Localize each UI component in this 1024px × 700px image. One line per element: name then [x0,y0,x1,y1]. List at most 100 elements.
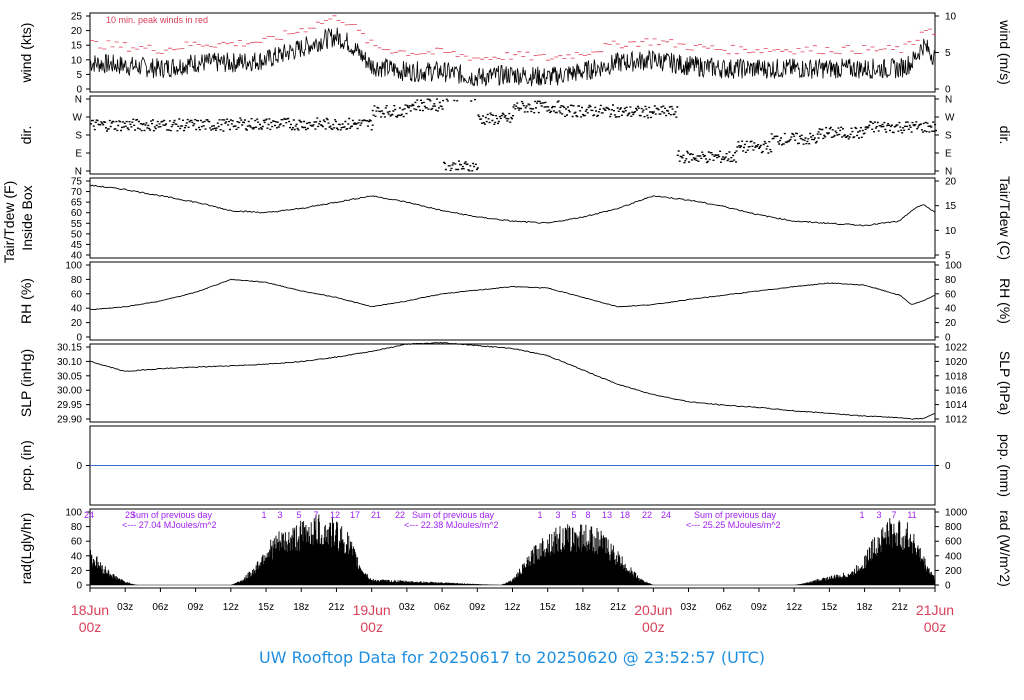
wind-direction-marks [90,98,937,172]
right-tick-label-rad: 200 [945,566,962,577]
rad-hour-mark: 21 [371,510,381,520]
left-tick-label-wind: 25 [71,12,83,23]
day-label-date: 19Jun [353,602,391,618]
left-tick-label-rad: 0 [76,581,82,592]
rad-hour-mark: 24 [84,510,94,520]
rad-sum-value: <--- 25.25 MJoules/m^2 [686,520,781,530]
right-tick-label-slp: 1020 [945,357,968,368]
right-tick-label-rh: 20 [945,318,957,329]
hour-tick-label: 15z [821,602,837,613]
left-tick-label-rh: 20 [71,318,83,329]
left-tick-label-rh: 60 [71,289,83,300]
hour-tick-label: 12z [504,602,520,613]
rad-hour-mark: 18 [620,510,630,520]
right-tick-label-wind: 0 [945,85,951,96]
rad-hour-mark: 1 [261,510,266,520]
left-tick-label-pcp: 0 [76,461,82,472]
left-tick-label-temp: 45 [71,240,83,251]
left-axis-title-temp: Tair/Tdew (F) [1,181,17,263]
rad-hour-mark: 7 [891,510,896,520]
left-axis-subtitle-temp: Inside Box [19,185,35,250]
left-tick-label-temp: 65 [71,198,83,209]
left-tick-label-temp: 60 [71,208,83,219]
day-label-date: 18Jun [71,602,109,618]
right-tick-label-slp: 1018 [945,371,968,382]
right-axis-title-pcp: pcp. (mm) [997,434,1013,497]
right-axis-title-temp: Tair/Tdew (C) [997,176,1013,260]
left-tick-label-dir: N [75,95,82,106]
right-tick-label-dir: N [945,167,952,178]
right-tick-label-temp: 20 [945,177,957,188]
right-tick-label-wind: 10 [945,12,957,23]
rad-hour-mark: 8 [585,510,590,520]
right-tick-label-slp: 1022 [945,343,968,354]
right-tick-label-pcp: 0 [945,461,951,472]
right-tick-label-rad: 400 [945,551,962,562]
hour-tick-label: 03z [117,602,133,613]
hour-tick-label: 09z [188,602,204,613]
rad-hour-mark: 1 [859,510,864,520]
left-tick-label-dir: S [75,131,82,142]
panel-frame-rad [89,508,936,589]
left-tick-label-wind: 0 [76,85,82,96]
hour-tick-label: 15z [258,602,274,613]
rad-hour-mark: 7 [313,510,318,520]
left-tick-label-slp: 30.05 [57,371,82,382]
hour-tick-label: 21z [892,602,908,613]
hour-tick-label: 18z [857,602,873,613]
rad-hour-mark: 17 [350,510,360,520]
left-axis-title-slp: SLP (inHg) [18,349,34,417]
left-tick-label-slp: 29.90 [57,415,82,426]
right-axis-title-rh: RH (%) [997,278,1013,324]
right-tick-label-temp: 5 [945,251,951,262]
left-axis-title-dir: dir. [18,126,34,145]
right-tick-label-dir: W [945,113,955,124]
hour-tick-label: 18z [293,602,309,613]
hour-tick-label: 21z [610,602,626,613]
rad-sum-label: Sum of previous day [694,510,777,520]
left-tick-label-rad: 60 [71,537,83,548]
left-tick-label-slp: 29.95 [57,400,82,411]
left-tick-label-temp: 55 [71,219,83,230]
hour-tick-label: 15z [540,602,556,613]
left-tick-label-rad: 100 [65,508,82,519]
panel-frame-wind [89,12,936,93]
right-tick-label-dir: S [945,131,952,142]
rad-hour-mark: 22 [395,510,405,520]
wind-panel-note: 10 min. peak winds in red [106,15,208,25]
left-tick-label-slp: 30.15 [57,343,82,354]
rh-series-line [89,278,936,311]
left-tick-label-wind: 10 [71,55,83,66]
right-axis-title-slp: SLP (hPa) [997,351,1013,415]
left-tick-label-rh: 100 [65,261,82,272]
right-tick-label-rh: 100 [945,261,962,272]
left-tick-label-slp: 30.10 [57,357,82,368]
hour-tick-label: 09z [469,602,485,613]
left-tick-label-dir: E [75,149,82,160]
chart-title: UW Rooftop Data for 20250617 to 20250620… [258,648,766,667]
right-tick-label-rad: 800 [945,522,962,533]
left-tick-label-slp: 30.00 [57,386,82,397]
right-axis-title-dir: dir. [997,126,1013,145]
wind-gust-marks [90,15,937,61]
left-tick-label-temp: 70 [71,187,83,198]
hour-tick-label: 18z [575,602,591,613]
hour-tick-label: 03z [680,602,696,613]
left-tick-label-rh: 80 [71,275,83,286]
rad-hour-mark: 3 [277,510,282,520]
right-axis-title-rad: rad (W/m^2) [997,510,1013,587]
left-tick-label-rh: 40 [71,304,83,315]
slp-series-line [89,342,936,420]
rad-hour-mark: 24 [661,510,671,520]
left-tick-label-temp: 50 [71,229,83,240]
left-tick-label-dir: W [73,113,83,124]
rad-hour-mark: 3 [876,510,881,520]
rad-hour-mark: 3 [555,510,560,520]
left-tick-label-rad: 20 [71,566,83,577]
left-tick-label-wind: 20 [71,26,83,37]
left-tick-label-temp: 75 [71,177,83,188]
hour-tick-label: 12z [223,602,239,613]
rad-hour-mark: 22 [642,510,652,520]
